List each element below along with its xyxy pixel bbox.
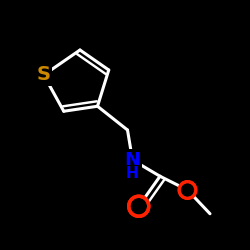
Text: H: H: [126, 166, 139, 181]
Text: S: S: [37, 66, 51, 84]
Circle shape: [179, 182, 196, 198]
Circle shape: [133, 201, 144, 212]
Circle shape: [183, 185, 192, 195]
Circle shape: [129, 196, 148, 216]
Text: N: N: [124, 150, 140, 170]
Circle shape: [133, 201, 144, 212]
Circle shape: [183, 186, 192, 194]
